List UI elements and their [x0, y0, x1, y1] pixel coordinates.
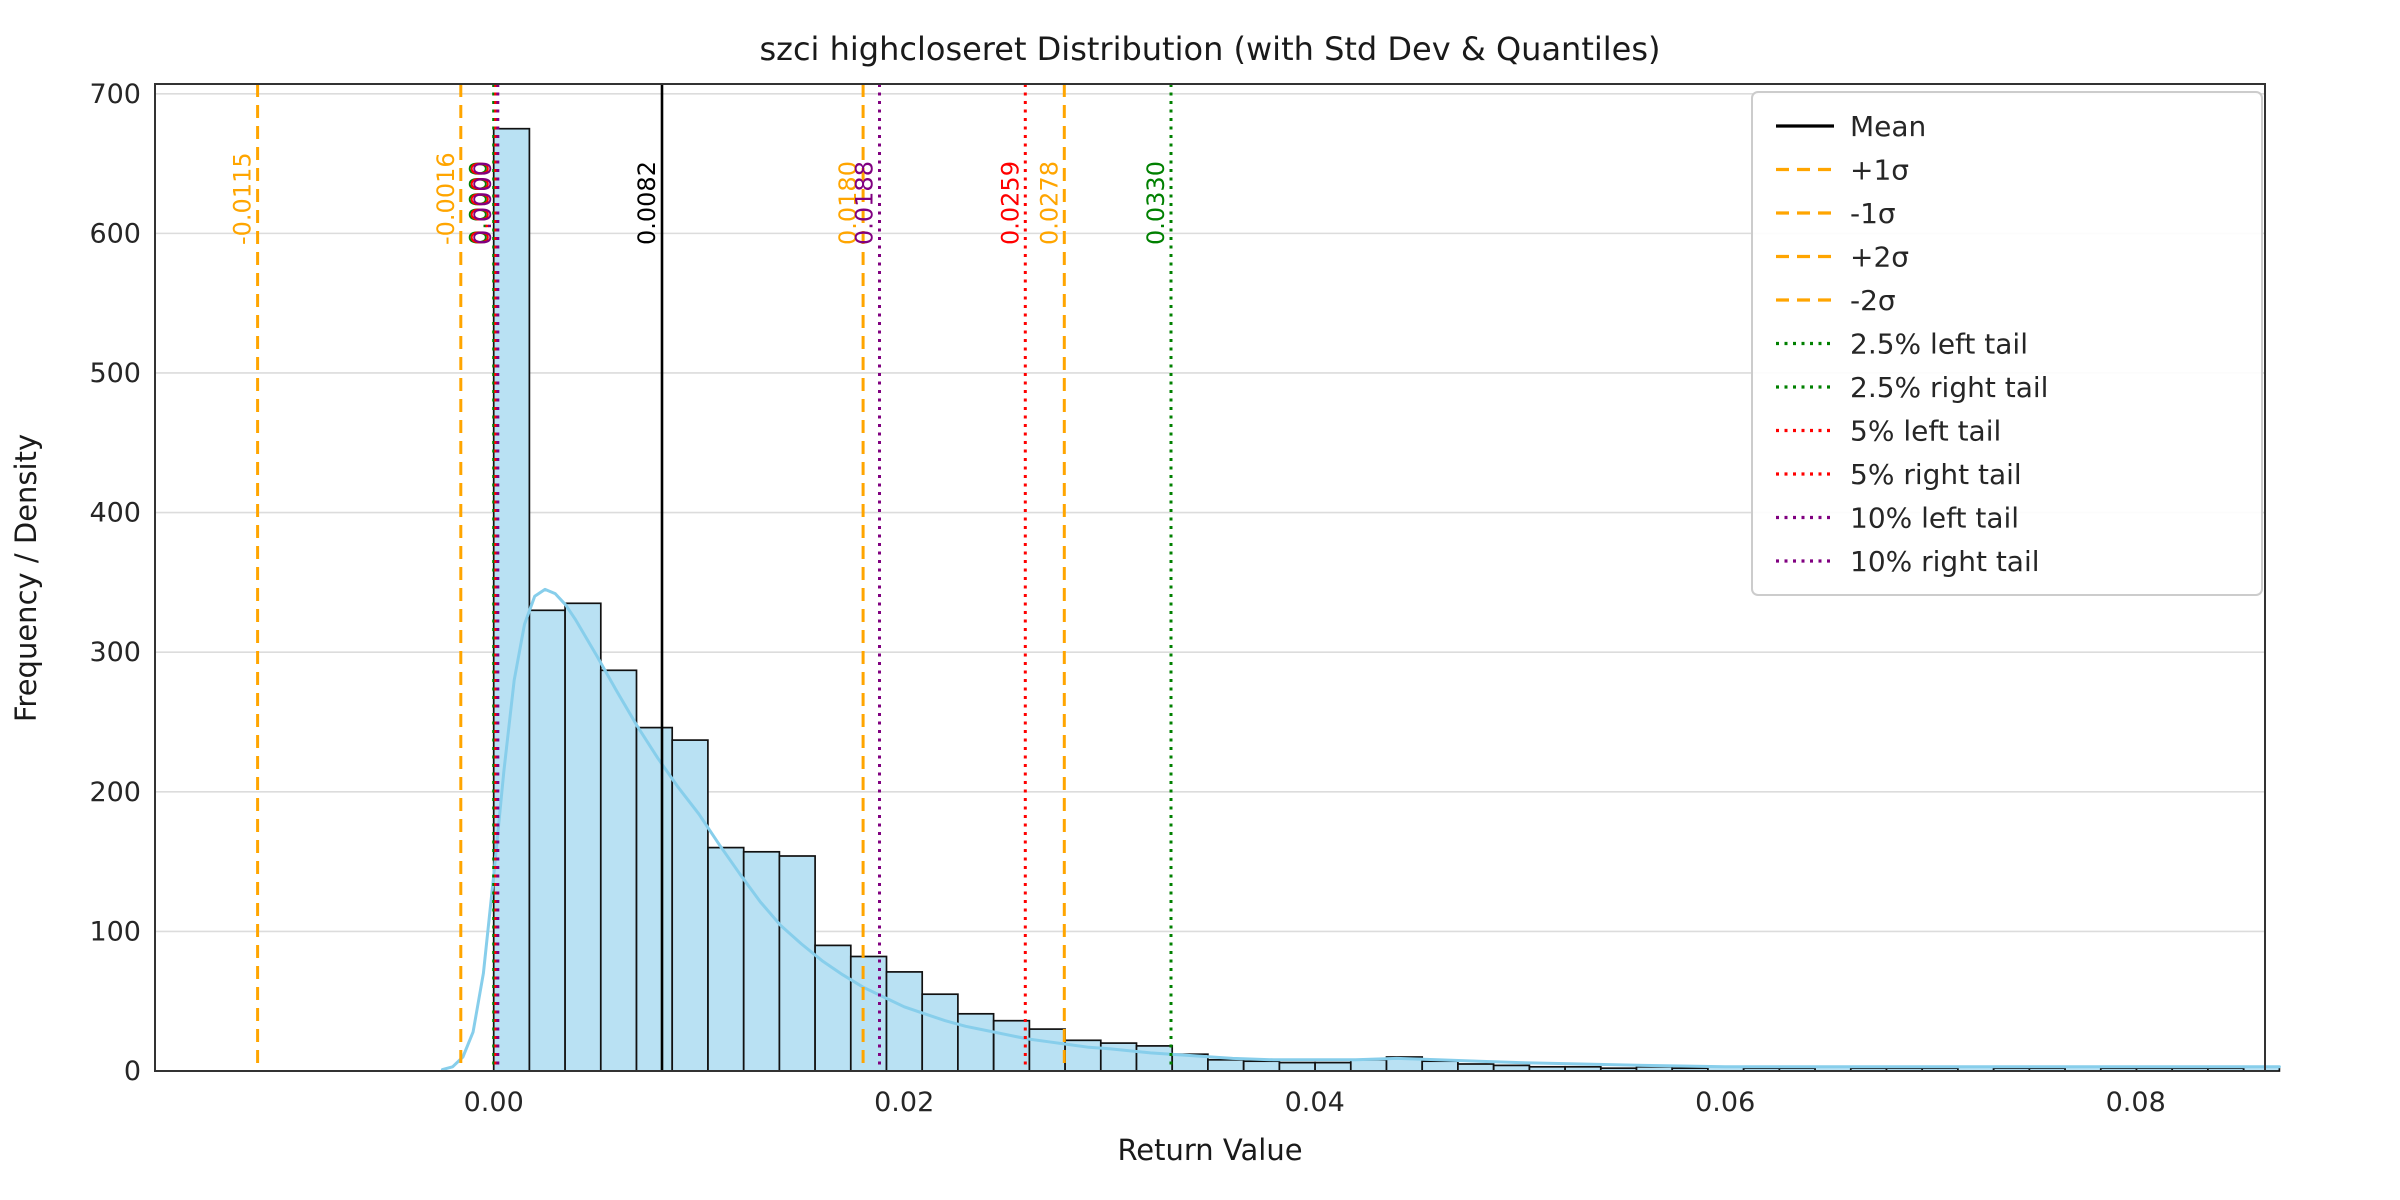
histogram-bar — [814, 944, 852, 1072]
legend-label-q5-right-tail: 5% right tail — [1850, 458, 2022, 491]
vline-value-label-plus-2-sigma: 0.0278 — [1035, 161, 1063, 245]
vline-value-label-minus-1-sigma: -0.0016 — [432, 152, 460, 245]
vline-value-label-minus-2-sigma: -0.0115 — [229, 152, 257, 245]
y-tick-label: 500 — [89, 358, 141, 389]
legend-label-q2-5-left-tail: 2.5% left tail — [1850, 328, 2028, 361]
vline-value-label-q2-5-left-tail: 0.0000 — [465, 161, 493, 245]
legend-label-q5-left-tail: 5% left tail — [1850, 415, 2001, 448]
y-tick-label: 0 — [124, 1056, 141, 1087]
vline-value-label-plus-1-sigma: 0.0180 — [834, 161, 862, 245]
plot-border — [154, 83, 2266, 1072]
y-axis-label: Frequency / Density — [9, 434, 43, 722]
x-tick-label: 0.04 — [1285, 1087, 1345, 1118]
histogram-bar — [1278, 1061, 1316, 1072]
y-tick-label: 300 — [89, 637, 141, 668]
histogram-bar — [1242, 1060, 1281, 1072]
histogram-bar — [528, 609, 566, 1072]
y-tick-label: 400 — [89, 498, 141, 529]
histogram-bar — [885, 971, 924, 1072]
kde-curve — [440, 587, 2281, 1072]
x-tick-label: 0.00 — [464, 1087, 524, 1118]
legend-label-mean: Mean — [1850, 110, 1926, 143]
vline-value-label-q5-left-tail: 0.0000 — [467, 161, 495, 245]
tick-layer: 0 100 200 300 400 500 600 700 0.00 0.02 0.04 0.06 0.… — [89, 79, 2165, 1118]
kde-layer — [440, 587, 2281, 1072]
histogram-bar — [599, 669, 638, 1072]
x-tick-label: 0.02 — [874, 1087, 934, 1118]
vline-value-label-mean: 0.0082 — [633, 161, 661, 245]
vline-value-label-q10-left-tail: 0.0000 — [469, 161, 497, 245]
histogram-bar — [992, 1019, 1031, 1072]
histogram-bar — [1314, 1061, 1352, 1072]
histogram-bar — [1349, 1058, 1388, 1072]
legend-label-plus-2-sigma: +2σ — [1850, 241, 1909, 274]
histogram-bar — [778, 855, 816, 1072]
legend-label-plus-1-sigma: +1σ — [1850, 154, 1909, 187]
legend-label-minus-1-sigma: -1σ — [1850, 197, 1896, 230]
x-tick-label: 0.08 — [2106, 1087, 2166, 1118]
legend: Mean +1σ -1σ +2σ -2σ 2.5% left tail 2.5% right… — [1751, 91, 2263, 596]
histogram-bar — [1028, 1028, 1066, 1072]
histogram-bar — [671, 739, 709, 1072]
histogram-bar — [564, 602, 602, 1072]
histogram-bar — [1421, 1060, 1459, 1072]
y-tick-label: 100 — [89, 916, 141, 947]
chart-title: szci highcloseret Distribution (with Std… — [759, 30, 1660, 68]
legend-label-q10-left-tail: 10% left tail — [1850, 502, 2019, 535]
histogram-bar — [707, 846, 745, 1072]
vline-layer — [256, 84, 1173, 1071]
histogram-bar — [849, 955, 888, 1072]
y-tick-label: 200 — [89, 777, 141, 808]
histogram-bar — [1457, 1063, 1495, 1072]
legend-label-q10-right-tail: 10% right tail — [1850, 545, 2040, 578]
histogram-bar — [1135, 1045, 1174, 1072]
x-axis-label: Return Value — [1117, 1133, 1302, 1167]
histogram-bar — [492, 127, 531, 1072]
axes-layer — [154, 83, 2266, 1072]
vline-value-label-q2-5-right-tail: 0.0330 — [1142, 161, 1170, 245]
histogram-bar — [957, 1012, 995, 1072]
y-tick-label: 600 — [89, 218, 141, 249]
vline-value-label-q10-right-tail: 0.0188 — [851, 161, 879, 245]
x-tick-label: 0.06 — [1695, 1087, 1755, 1118]
y-tick-label: 700 — [89, 79, 141, 110]
histogram-bar — [635, 726, 674, 1072]
legend-box — [1751, 91, 2263, 596]
legend-label-minus-2-sigma: -2σ — [1850, 284, 1896, 317]
vline-label-layer: 0.0082 0.0180 -0.0016 0.0278 -0.0115 0.0000 0.… — [229, 152, 1170, 245]
histogram-bar — [921, 993, 959, 1072]
legend-label-q2-5-right-tail: 2.5% right tail — [1850, 371, 2048, 404]
histogram-bar — [1207, 1058, 1245, 1072]
vline-value-label-q5-right-tail: 0.0259 — [996, 161, 1024, 245]
